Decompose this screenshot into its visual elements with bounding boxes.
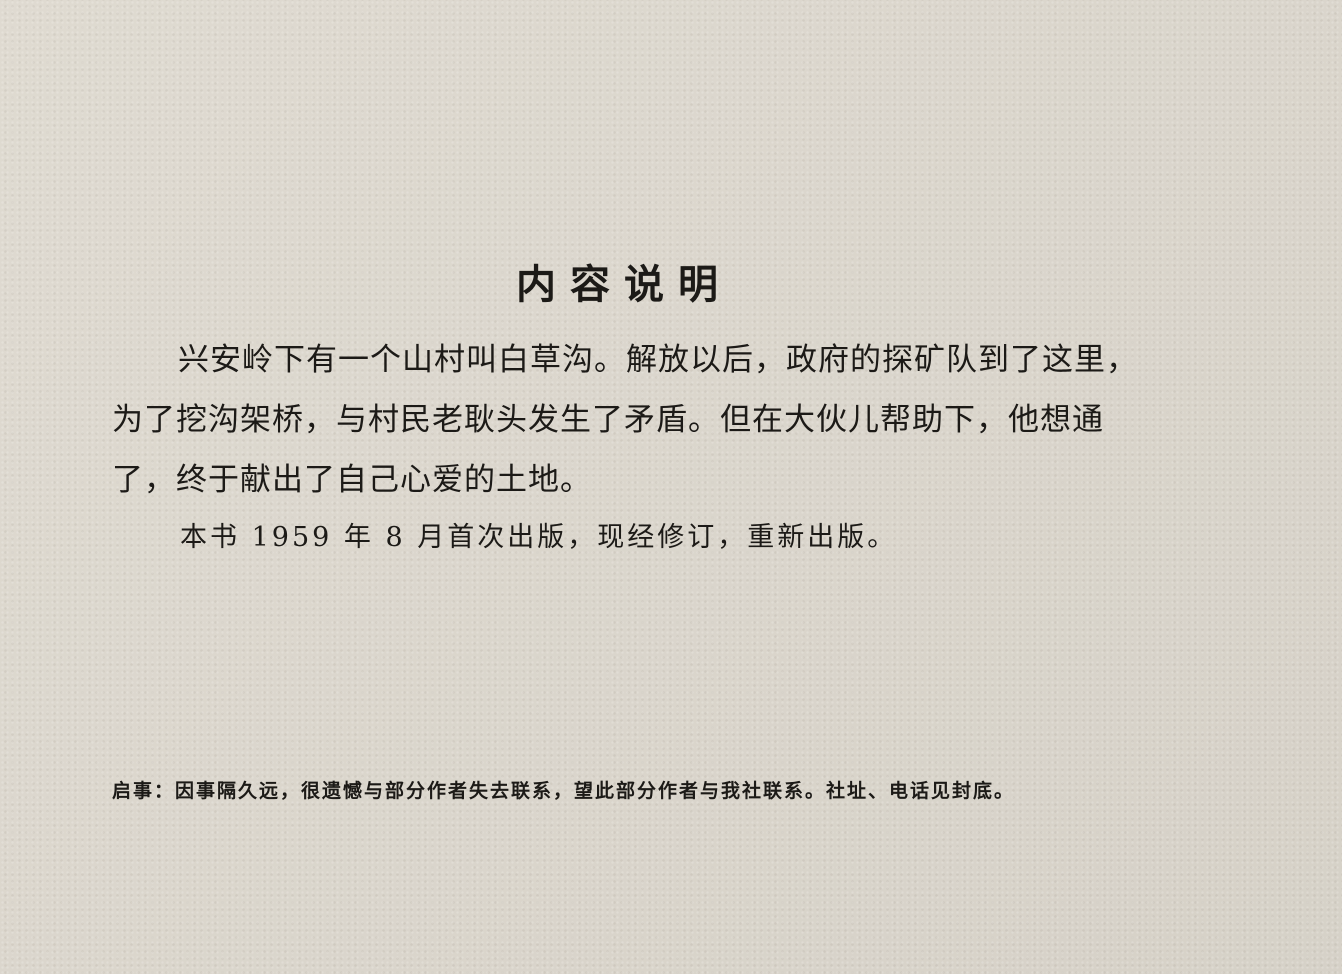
publisher-notice: 启事：因事隔久远，很遗憾与部分作者失去联系，望此部分作者与我社联系。社址、电话见…: [112, 780, 1016, 802]
description-paragraph: 兴安岭下有一个山村叫白草沟。解放以后，政府的探矿队到了这里，为了挖沟架桥，与村民…: [112, 342, 1138, 498]
content-description: 兴安岭下有一个山村叫白草沟。解放以后，政府的探矿队到了这里，为了挖沟架桥，与村民…: [112, 330, 1142, 510]
publication-note: 本书 1959 年 8 月首次出版，现经修订，重新出版。: [180, 522, 898, 553]
page-title: 内容说明: [516, 262, 732, 308]
